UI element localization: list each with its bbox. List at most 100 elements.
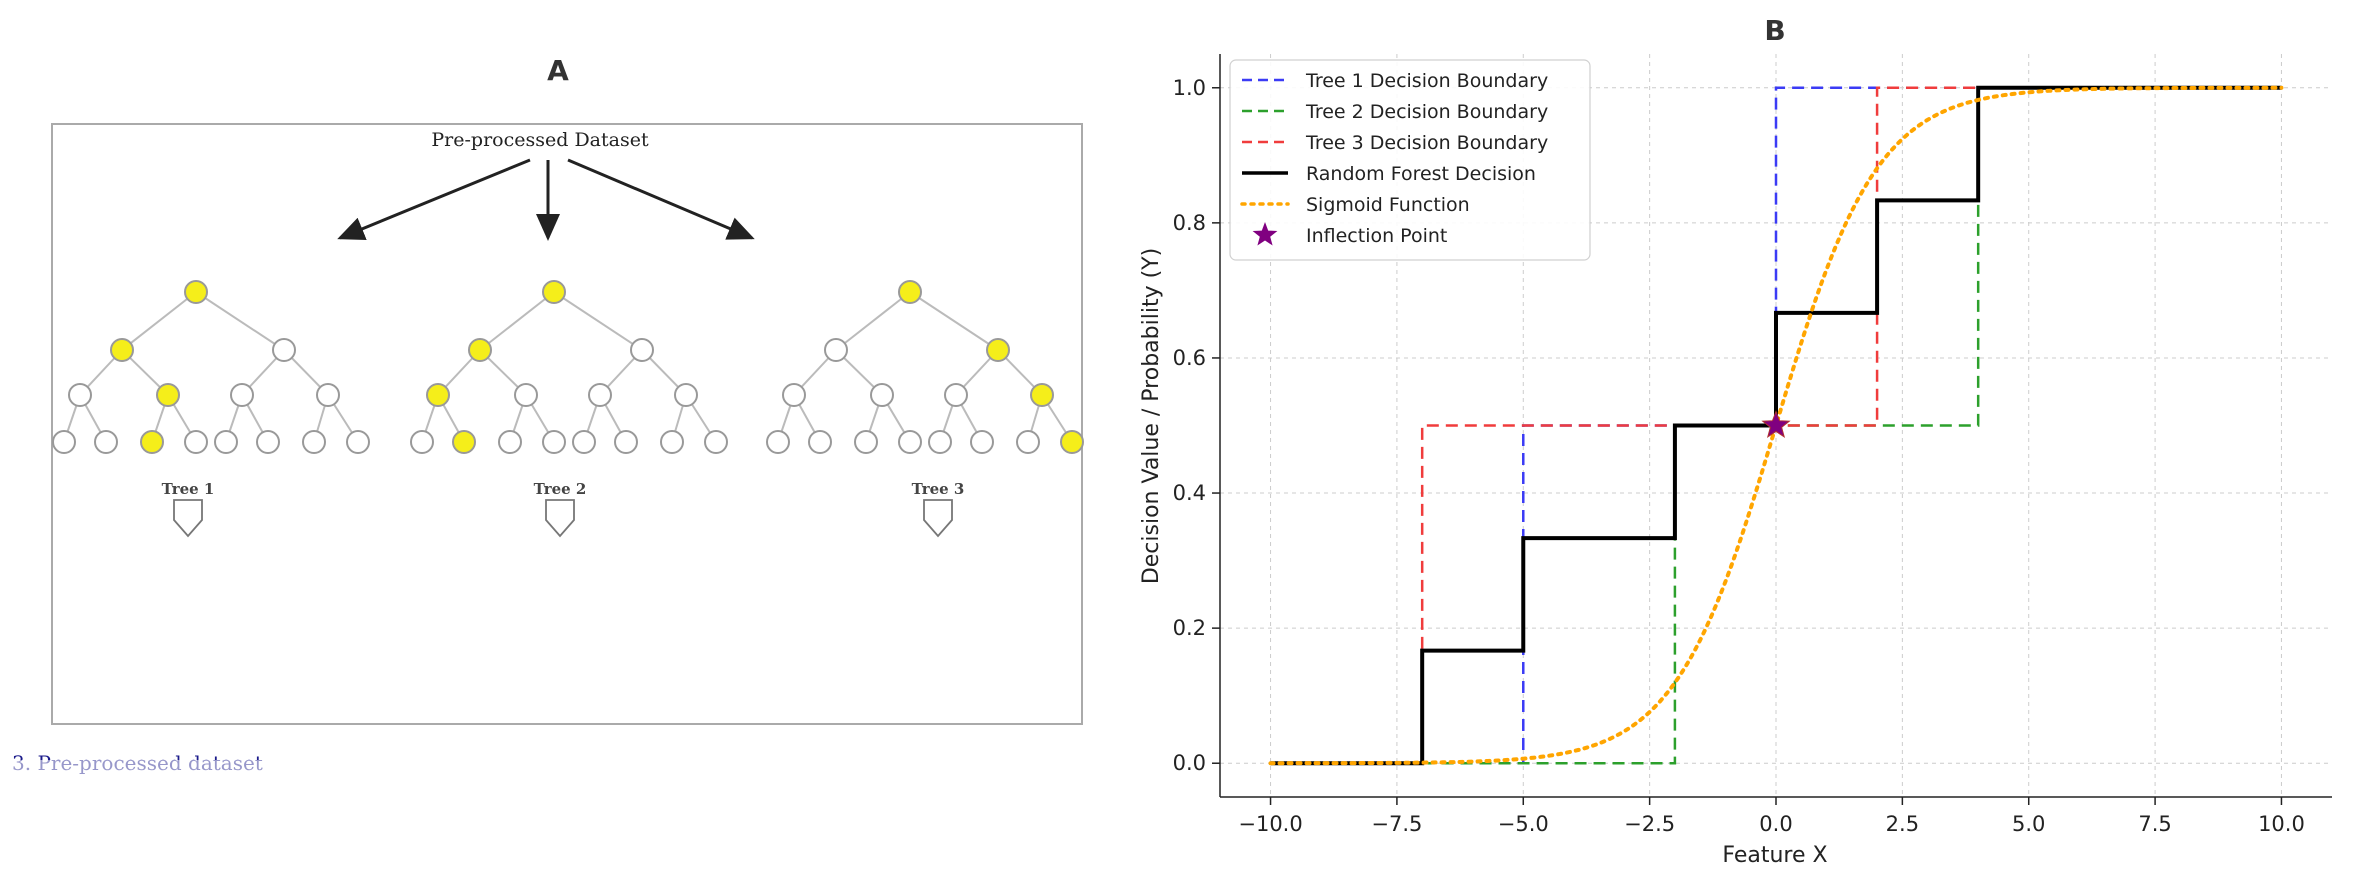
chart-series (1268, 85, 2284, 766)
tree-node (614, 430, 638, 454)
tree-node-highlighted (468, 338, 492, 362)
y-tick-label: 1.0 (1173, 76, 1206, 100)
y-tick-label: 0.6 (1173, 346, 1206, 370)
tree-node (316, 383, 340, 407)
y-tick-label: 0.4 (1173, 481, 1206, 505)
tree-node-highlighted (184, 280, 208, 304)
tree-node-highlighted (140, 430, 164, 454)
tree-node-highlighted (156, 383, 180, 407)
tree-node (184, 430, 208, 454)
legend-entry-tree-1-decision-boundary: Tree 1 Decision Boundary (1242, 70, 1548, 92)
legend-star-icon (1252, 222, 1278, 246)
x-tick-label: 0.0 (1759, 812, 1792, 836)
tree-node (782, 383, 806, 407)
tree-node (514, 383, 538, 407)
tree-edge (121, 291, 197, 351)
tree-node (660, 430, 684, 454)
tree-node (824, 338, 848, 362)
legend-entry-sigmoid-function: Sigmoid Function (1240, 194, 1470, 216)
tree-edge (835, 291, 911, 351)
legend-entry-tree-2-decision-boundary: Tree 2 Decision Boundary (1242, 101, 1548, 123)
tree-node-highlighted (452, 430, 476, 454)
tree-node (970, 430, 994, 454)
legend-label: Tree 3 Decision Boundary (1305, 132, 1548, 154)
tree-node (674, 383, 698, 407)
legend-entry-random-forest-decision: Random Forest Decision (1242, 163, 1536, 185)
tree-node-highlighted (898, 280, 922, 304)
dataset-label: Pre-processed Dataset (431, 129, 649, 151)
tree-1: Tree 1 (52, 280, 370, 538)
y-tick-label: 0.2 (1173, 616, 1206, 640)
chart-title: B (1764, 14, 1785, 47)
legend-label: Tree 1 Decision Boundary (1305, 70, 1548, 92)
tree-node (68, 383, 92, 407)
tree-node (898, 430, 922, 454)
x-tick-label: −5.0 (1498, 812, 1549, 836)
tree-node-highlighted (986, 338, 1010, 362)
arrow-to-tree-1 (337, 158, 531, 240)
tree-node (630, 338, 654, 362)
tree-node (302, 430, 326, 454)
tree-3: Tree 3 (766, 280, 1084, 538)
tree-node (230, 383, 254, 407)
tree-node-highlighted (1060, 430, 1084, 454)
x-tick-label: −7.5 (1371, 812, 1422, 836)
tree-node (410, 430, 434, 454)
tree-label: Tree 2 (534, 480, 587, 498)
tree-node (944, 383, 968, 407)
tree-output-arrow-icon (173, 499, 203, 538)
y-axis-label: Decision Value / Probability (Y) (1139, 248, 1164, 584)
legend-label: Sigmoid Function (1306, 194, 1470, 216)
chart-legend: Tree 1 Decision Boundary Tree 2 Decision … (1229, 59, 1591, 261)
tree-edge (909, 291, 999, 351)
trees-group: Tree 1 Tree 2 Tree 3 (52, 280, 1084, 538)
tree-node (1016, 430, 1040, 454)
random-forest-diagram: A Pre-processed Dataset Tree 1 Tree 2 Tree… (0, 54, 1130, 790)
tree-edge (479, 291, 555, 351)
inflection-point-marker (1761, 410, 1791, 438)
tree-node-highlighted (426, 383, 450, 407)
tree-node (94, 430, 118, 454)
chart-ticks: −10.0 −7.5 −5.0 −2.5 0.0 2.5 5.0 7.5 10.0 0.0 0.2 0… (1173, 76, 2305, 836)
tree-output-arrow-icon (923, 499, 953, 538)
x-tick-label: 5.0 (2012, 812, 2045, 836)
x-tick-label: 7.5 (2138, 812, 2171, 836)
tree-node (928, 430, 952, 454)
x-axis-label: Feature X (1722, 843, 1827, 868)
tree-node (214, 430, 238, 454)
tree-node (498, 430, 522, 454)
legend-entry-inflection-point: Inflection Point (1252, 222, 1447, 247)
arrow-to-tree-3 (567, 158, 755, 240)
tree-node-highlighted (542, 280, 566, 304)
tree-node (346, 430, 370, 454)
diagram-frame (51, 123, 1083, 725)
y-tick-label: 0.0 (1173, 751, 1206, 775)
x-tick-label: 10.0 (2258, 812, 2305, 836)
x-tick-label: −10.0 (1238, 812, 1302, 836)
tree-node (808, 430, 832, 454)
panel-a-title: A (547, 54, 569, 87)
tree-node (704, 430, 728, 454)
decision-boundary-chart: B −10.0 −7.5 −5.0 −2.5 0.0 2.5 5.0 7.5 10.0 0.0 0.… (1139, 14, 2332, 868)
tree-node-highlighted (1030, 383, 1054, 407)
tree-label: Tree 1 (162, 480, 215, 498)
x-tick-label: −2.5 (1624, 812, 1675, 836)
series-tree-3-decision-boundary (1270, 86, 2282, 765)
tree-node-highlighted (110, 338, 134, 362)
tree-node (854, 430, 878, 454)
tree-node (52, 430, 76, 454)
tree-edge (553, 291, 643, 351)
legend-label: Tree 2 Decision Boundary (1305, 101, 1548, 123)
tree-node (256, 430, 280, 454)
tree-edge (195, 291, 285, 351)
footer-fade (0, 760, 1130, 790)
legend-entry-tree-3-decision-boundary: Tree 3 Decision Boundary (1242, 132, 1548, 154)
legend-label: Inflection Point (1306, 225, 1447, 247)
x-tick-label: 2.5 (1886, 812, 1919, 836)
tree-output-arrow-icon (545, 499, 575, 538)
tree-node (572, 430, 596, 454)
tree-label: Tree 3 (912, 480, 965, 498)
tree-2: Tree 2 (410, 280, 728, 538)
panel-a-random-forest-diagram: A Pre-processed Dataset Tree 1 Tree 2 Tree… (0, 0, 1130, 881)
legend-label: Random Forest Decision (1306, 163, 1536, 185)
